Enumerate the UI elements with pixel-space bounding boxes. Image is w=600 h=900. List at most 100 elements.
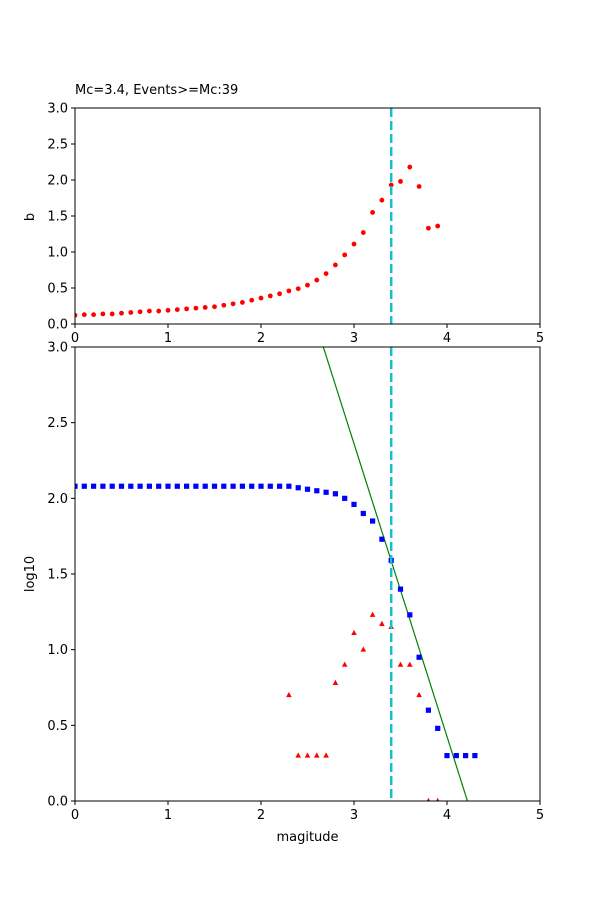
b-value-point <box>323 271 329 276</box>
log10-square-point <box>230 483 236 489</box>
b-value-point <box>137 309 143 315</box>
log10-square-point <box>314 488 320 494</box>
b-value-point <box>295 286 301 292</box>
log10-triangle-point <box>379 620 385 626</box>
b-value-panel: Mc=3.4, Events>=Mc:39 b 0 1 2 3 4 5 0.0 0.5 1.0 1… <box>23 83 544 346</box>
log10-square-point <box>109 483 115 489</box>
log10-square-point <box>146 483 152 489</box>
log10-triangle-point <box>360 646 367 652</box>
b-value-point <box>398 179 403 184</box>
b-value-panel-title: Mc=3.4, Events>=Mc:39 <box>75 83 238 98</box>
log10-square-point <box>397 586 404 592</box>
b-value-point <box>156 308 162 314</box>
log10-triangle-point <box>351 629 357 636</box>
log10-square-point <box>323 489 329 495</box>
log10-square-point <box>267 483 273 489</box>
log10-square-point <box>370 518 376 524</box>
b-value-point <box>165 307 171 313</box>
log10-square-point <box>342 495 348 501</box>
b-value-point <box>435 223 441 229</box>
b-value-point <box>91 312 96 318</box>
log10-square-point <box>165 483 171 489</box>
log10-square-point <box>332 491 338 497</box>
b-value-point <box>249 297 255 303</box>
b-value-plot-area <box>75 108 441 324</box>
b-value-y-tick-label: 0.0 <box>47 318 68 333</box>
b-value-x-tick-label: 3 <box>350 331 358 346</box>
log10-ticks: 0 1 2 3 4 5 0.0 0.5 1.0 1.5 2.0 2.5 3.0 <box>47 341 544 824</box>
b-value-y-tick-label: 3.0 <box>47 102 68 117</box>
log10-x-tick-label: 4 <box>443 808 451 823</box>
b-value-point <box>174 307 180 312</box>
b-value-point <box>258 295 264 301</box>
log10-square-point <box>463 753 469 759</box>
b-value-point <box>147 308 152 314</box>
log10-square-point <box>249 483 255 489</box>
b-value-point <box>342 252 348 258</box>
b-value-point <box>221 302 227 308</box>
log10-x-tick-label: 2 <box>257 808 265 823</box>
log10-square-point <box>351 501 357 507</box>
log10-square-point <box>118 483 125 489</box>
b-value-y-tick-label: 2.5 <box>47 138 68 153</box>
log10-triangle-point <box>341 661 348 667</box>
b-value-point <box>305 282 310 288</box>
b-value-axes-frame <box>74 107 541 325</box>
log10-triangle-point <box>435 797 440 801</box>
log10-square-point <box>202 483 208 489</box>
b-value-point <box>202 305 208 310</box>
b-value-point <box>286 288 292 294</box>
log10-triangle-point <box>304 752 311 758</box>
log10-panel: log10 magitude 0 1 2 3 4 5 0.0 0.5 1.0 1.5 2.0 2.5 3… <box>23 341 544 846</box>
log10-triangle-point <box>407 661 413 667</box>
b-value-point <box>119 310 124 316</box>
log10-triangle-point <box>286 691 292 698</box>
log10-triangle-point <box>416 691 422 698</box>
b-value-y-axis-label: b <box>23 213 38 221</box>
log10-square-point <box>239 483 245 489</box>
b-value-y-tick-label: 0.5 <box>47 282 68 297</box>
log10-x-tick-label: 5 <box>536 808 544 823</box>
b-value-x-tick-label: 2 <box>257 331 265 346</box>
b-value-point <box>370 210 375 215</box>
log10-square-point <box>221 483 227 489</box>
log10-square-point <box>295 485 301 491</box>
log10-square-point <box>75 483 78 489</box>
log10-square-point <box>91 483 97 489</box>
log10-square-point <box>277 483 283 489</box>
log10-square-point <box>435 725 441 731</box>
b-value-point <box>128 310 134 315</box>
log10-x-axis-label: magitude <box>276 830 338 845</box>
log10-square-point <box>258 483 264 489</box>
b-value-point <box>267 293 273 299</box>
log10-triangle-point <box>332 679 339 685</box>
log10-square-point <box>360 510 366 517</box>
log10-y-tick-label: 0.0 <box>47 795 68 810</box>
b-value-ticks: 0 1 2 3 4 5 0.0 0.5 1.0 1.5 2.0 2.5 3.0 <box>47 102 544 347</box>
log10-square-point <box>100 483 106 489</box>
log10-y-tick-label: 1.5 <box>47 568 68 583</box>
log10-y-tick-label: 2.5 <box>47 416 68 431</box>
log10-square-point <box>128 483 134 489</box>
log10-square-point <box>211 483 218 489</box>
log10-x-tick-label: 3 <box>350 808 358 823</box>
b-value-point <box>240 300 245 305</box>
b-value-point <box>426 225 431 231</box>
b-value-y-tick-label: 1.5 <box>47 210 68 225</box>
log10-y-axis-label: log10 <box>23 556 38 592</box>
b-value-point <box>212 304 217 310</box>
log10-square-point <box>137 483 143 489</box>
log10-triangle-point <box>397 661 404 667</box>
log10-x-tick-label: 1 <box>164 808 172 823</box>
b-value-point <box>100 311 106 317</box>
log10-square-point <box>156 483 162 489</box>
log10-square-point <box>193 483 199 489</box>
log10-triangle-point <box>369 611 376 617</box>
b-value-point <box>351 241 357 247</box>
log10-y-tick-label: 1.0 <box>47 643 68 658</box>
b-value-point <box>416 184 422 189</box>
log10-square-point <box>379 536 385 542</box>
b-value-x-tick-label: 5 <box>536 331 544 346</box>
log10-plot-area <box>75 347 478 801</box>
